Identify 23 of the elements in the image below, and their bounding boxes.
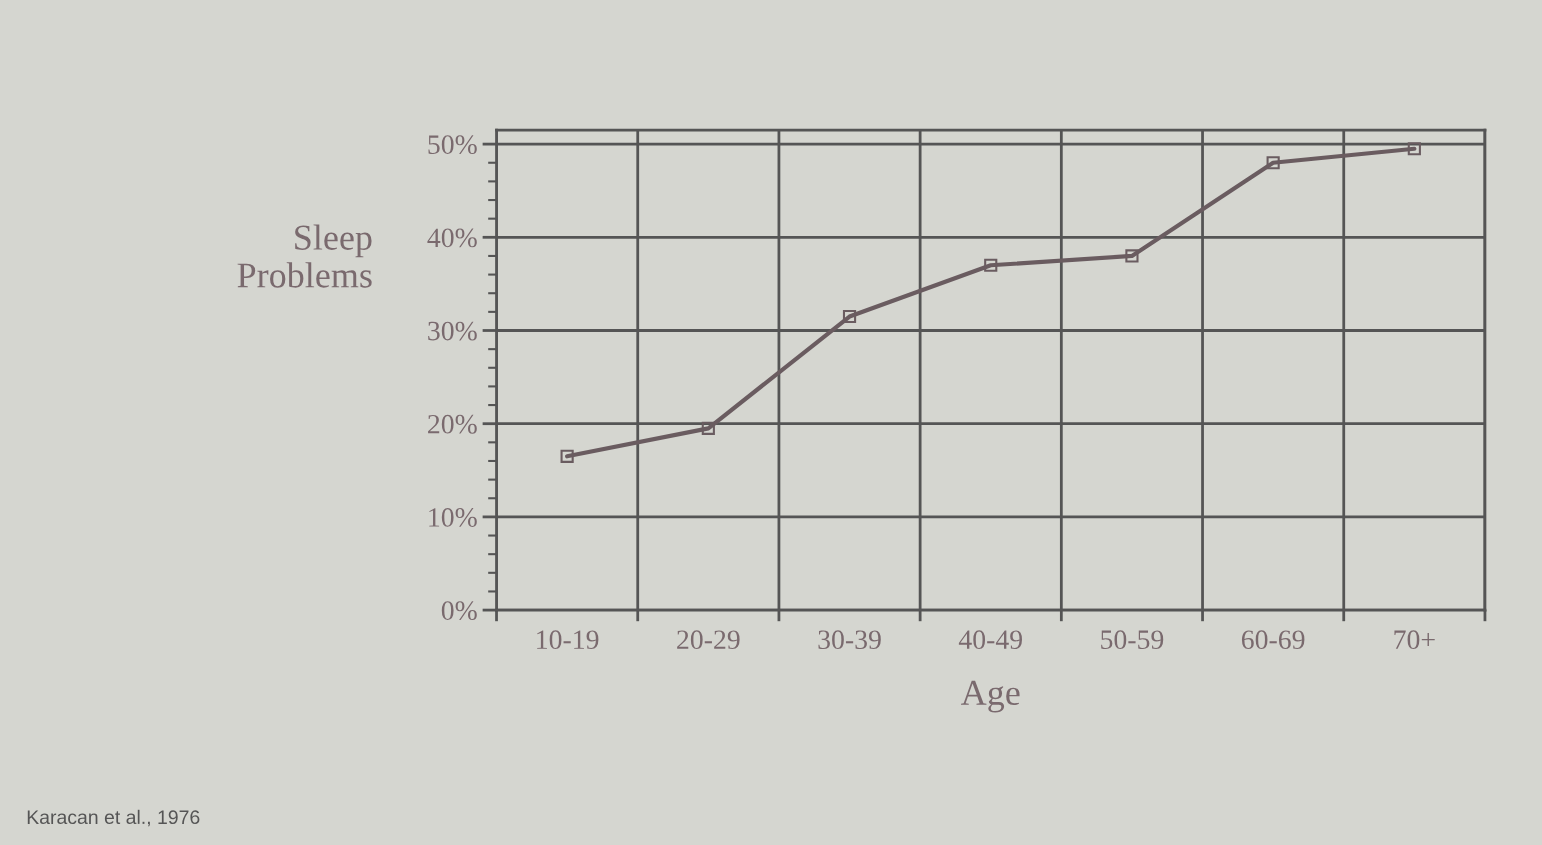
point: [560, 449, 574, 463]
y-tick-label: 20%: [428, 414, 477, 434]
y-tick-label: 50%: [428, 135, 477, 155]
x-tick-label: 20-29: [677, 630, 740, 650]
point: [1266, 156, 1280, 170]
x-tick-label: 70+: [1394, 630, 1435, 650]
x-tick-label: 50-59: [1101, 630, 1164, 650]
point: [701, 421, 715, 435]
y-tick-label: 40%: [427, 228, 477, 248]
point: [984, 258, 998, 272]
y-axis-title: Sleep Problems: [237, 224, 372, 288]
x-tick-label: 10-19: [537, 630, 599, 650]
point: [842, 309, 857, 324]
x-tick-label: 30-39: [818, 630, 881, 650]
x-tick-label: 40-49: [958, 630, 1022, 650]
y-tick-label: 0%: [441, 601, 477, 621]
x-tick-label: 60-69: [1241, 630, 1305, 650]
y-tick-label: 10%: [429, 508, 477, 527]
x-axis-title: Age: [961, 680, 1020, 713]
point: [1407, 142, 1421, 156]
point: [1125, 249, 1139, 263]
y-tick-label: 30%: [428, 321, 477, 341]
text: Karacan et al., 1976: [27, 809, 200, 827]
